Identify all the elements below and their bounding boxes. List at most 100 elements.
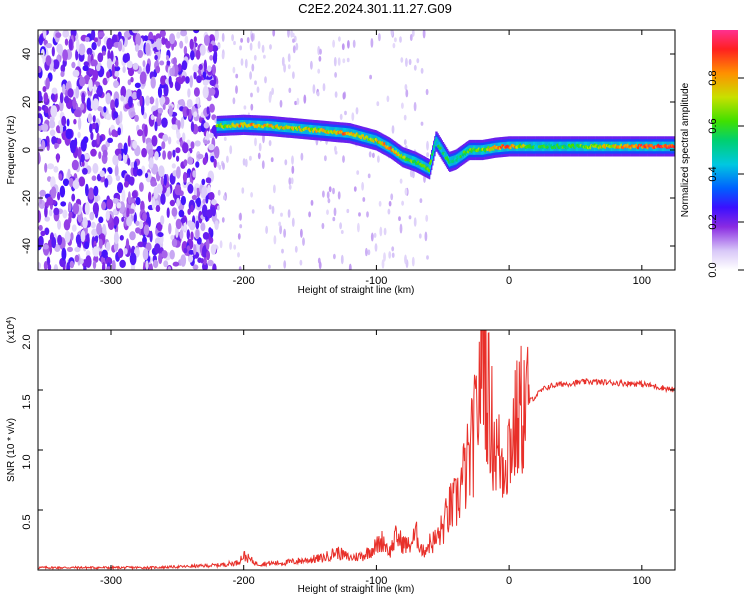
heatmap-faint-cell (416, 58, 420, 64)
heatmap-noise-cell (52, 59, 60, 70)
heatmap-faint-cell (408, 58, 412, 66)
heatmap-noise-cell (192, 264, 199, 270)
heatmap-noise-cell (88, 78, 93, 92)
heatmap-noise-cell (135, 33, 142, 47)
heatmap-faint-cell (411, 256, 415, 267)
heatmap-noise-cell (120, 85, 127, 99)
heatmap-noise-cell (41, 139, 46, 151)
x-tick-label: -100 (365, 575, 387, 587)
heatmap-noise-cell (165, 40, 171, 49)
heatmap-noise-cell (179, 229, 184, 240)
heatmap-noise-cell (157, 112, 161, 120)
heatmap-noise-cell (187, 156, 194, 165)
heatmap-faint-cell (374, 243, 378, 252)
heatmap-noise-cell (165, 55, 170, 61)
heatmap-noise-cell (82, 167, 88, 175)
heatmap-noise-cell (134, 114, 139, 122)
heatmap-noise-cell (162, 134, 169, 142)
heatmap-faint-cell (235, 85, 238, 94)
heatmap-faint-cell (356, 170, 360, 175)
heatmap-noise-cell (108, 167, 113, 175)
heatmap-faint-cell (348, 263, 352, 270)
heatmap-noise-cell (134, 44, 140, 52)
heatmap-faint-cell (221, 32, 225, 42)
heatmap-noise-cell (177, 99, 185, 106)
heatmap-faint-cell (418, 233, 422, 239)
heatmap-noise-cell (77, 117, 82, 130)
heatmap-noise-cell (117, 40, 123, 52)
heatmap-noise-cell (106, 266, 111, 270)
heatmap-noise-cell (38, 117, 41, 125)
heatmap-faint-cell (232, 97, 236, 105)
heatmap-noise-cell (92, 260, 97, 270)
heatmap-noise-cell (132, 140, 138, 150)
heatmap-noise-cell (192, 170, 197, 178)
heatmap-noise-cell (151, 197, 156, 210)
heatmap-noise-cell (91, 59, 98, 67)
heatmap-faint-cell (250, 103, 254, 111)
heatmap-noise-cell (148, 191, 152, 203)
heatmap-faint-cell (292, 45, 296, 54)
heatmap-noise-cell (61, 115, 67, 127)
heatmap-faint-cell (270, 157, 274, 163)
heatmap-noise-cell (97, 106, 103, 112)
heatmap-faint-cell (268, 140, 272, 147)
heatmap-noise-cell (106, 58, 112, 70)
heatmap-faint-cell (342, 92, 346, 100)
heatmap-noise-cell (137, 129, 144, 137)
y-tick-label: 1.0 (21, 454, 33, 469)
heatmap-faint-cell (264, 76, 267, 84)
heatmap-faint-cell (340, 230, 344, 234)
heatmap-noise-cell (171, 124, 178, 130)
heatmap-noise-cell (186, 100, 193, 108)
heatmap-noise-cell (182, 171, 188, 183)
heatmap-noise-cell (196, 75, 202, 84)
heatmap-noise-cell (171, 163, 176, 169)
heatmap-noise-cell (196, 153, 204, 160)
y-tick-label: 20 (21, 96, 33, 108)
heatmap-faint-cell (310, 60, 313, 70)
heatmap-noise-cell (149, 263, 153, 270)
heatmap-noise-cell (148, 148, 154, 158)
heatmap-noise-cell (66, 118, 70, 127)
heatmap-noise-cell (39, 189, 46, 197)
heatmap-faint-cell (378, 33, 381, 42)
heatmap-noise-cell (139, 71, 147, 85)
heatmap-noise-cell (67, 246, 73, 253)
heatmap-noise-cell (136, 168, 143, 176)
heatmap-noise-cell (135, 220, 140, 226)
heatmap-faint-cell (258, 142, 262, 152)
heatmap-faint-cell (381, 259, 385, 269)
colorbar-tick-label: 0.0 (707, 262, 719, 277)
heatmap-noise-cell (101, 201, 107, 211)
heatmap-noise-cell (42, 86, 47, 93)
heatmap-faint-cell (223, 136, 227, 141)
heatmap-noise-cell (207, 259, 214, 267)
heatmap-noise-cell (163, 260, 169, 268)
heatmap-faint-cell (253, 54, 257, 61)
heatmap-faint-cell (235, 73, 239, 79)
heatmap-noise-cell (142, 60, 146, 68)
heatmap-noise-cell (203, 257, 207, 265)
heatmap-noise-cell (48, 209, 53, 217)
heatmap-noise-cell (169, 199, 176, 207)
heatmap-noise-cell (113, 65, 121, 72)
heatmap-faint-cell (344, 110, 347, 116)
heatmap-noise-cell (50, 186, 57, 199)
heatmap-noise-cell (167, 136, 172, 145)
heatmap-faint-cell (279, 99, 283, 108)
heatmap-faint-cell (288, 87, 292, 94)
heatmap-noise-cell (183, 220, 187, 232)
heatmap-faint-cell (251, 63, 255, 72)
heatmap-faint-cell (408, 215, 412, 220)
heatmap-noise-cell (153, 186, 159, 199)
heatmap-noise-cell (171, 207, 178, 217)
heatmap-faint-cell (296, 97, 300, 105)
heatmap-noise-cell (49, 129, 56, 137)
heatmap-noise-cell (82, 65, 89, 72)
heatmap-noise-cell (127, 135, 131, 147)
heatmap-noise-cell (194, 140, 201, 147)
heatmap-noise-cell (38, 210, 42, 223)
heatmap-noise-cell (47, 163, 55, 170)
heatmap-noise-cell (57, 138, 62, 145)
